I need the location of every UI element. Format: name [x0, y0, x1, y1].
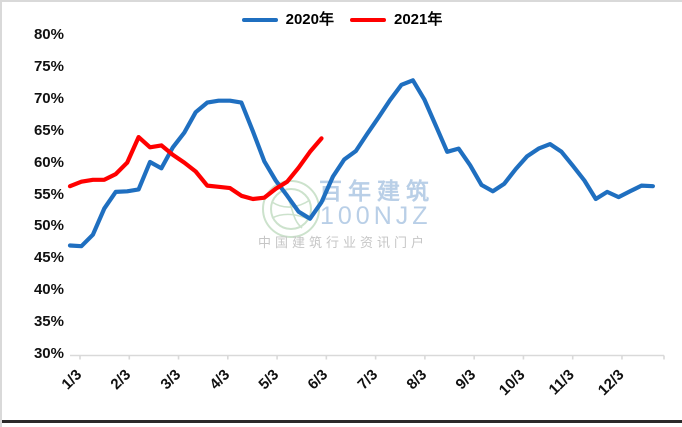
y-axis-label-35: 35%	[33, 313, 64, 331]
y-axis-label-30: 30%	[33, 345, 64, 362]
series-line-2021年	[67, 135, 324, 202]
legend: 2020年 2021年	[2, 12, 682, 27]
y-axis-label-45: 45%	[33, 249, 64, 267]
watermark-tagline: 中国建筑行业资讯门户	[258, 235, 429, 250]
legend-item-2020: 2020年	[241, 11, 334, 28]
y-axis-label-80: 80%	[33, 26, 64, 43]
y-axis-label-40: 40%	[33, 281, 64, 299]
legend-label-2020: 2020年	[285, 11, 334, 28]
watermark-brand: 百年建筑	[319, 178, 435, 204]
legend-swatch-2021	[350, 17, 386, 22]
series-line-2020年	[67, 78, 656, 249]
watermark-code: 100NJZ	[320, 202, 432, 230]
legend-item-2021: 2021年	[350, 12, 442, 27]
bottom-edge-bar	[2, 420, 682, 423]
y-axis-label-55: 55%	[33, 185, 64, 203]
y-axis-label-70: 70%	[33, 89, 64, 107]
y-axis-label-65: 65%	[33, 121, 64, 139]
y-axis-label-50: 50%	[33, 217, 64, 235]
legend-label-2021: 2021年	[394, 11, 443, 28]
legend-swatch-2020	[241, 17, 278, 22]
y-axis-label-75: 75%	[33, 57, 64, 75]
y-axis-label-60: 60%	[33, 153, 64, 171]
